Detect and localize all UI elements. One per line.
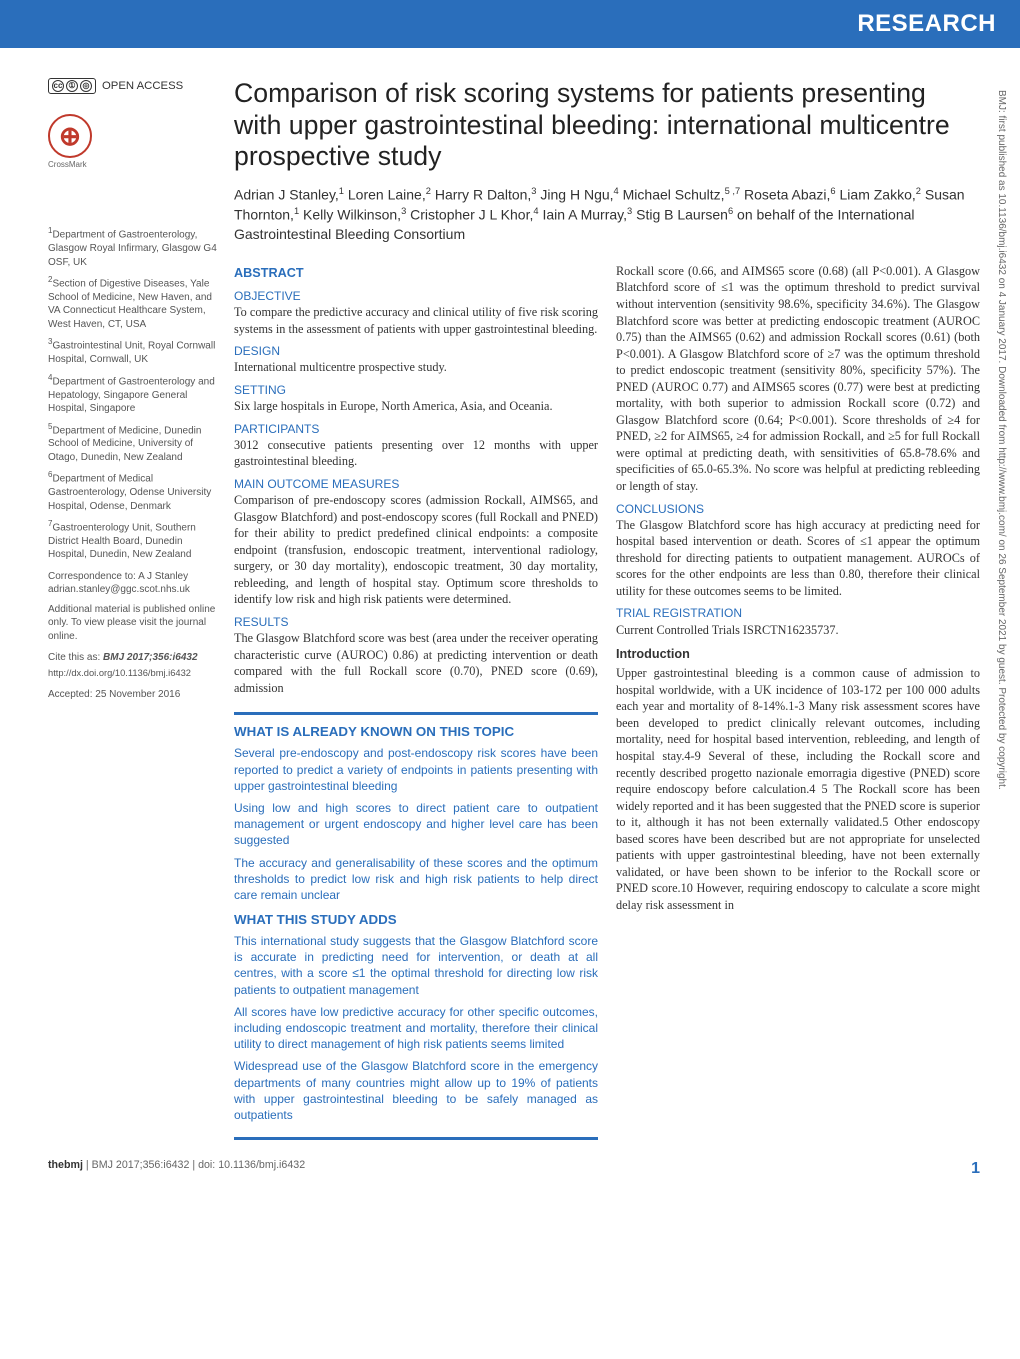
sidebar: cc①◎ OPEN ACCESS ⊕ CrossMark 1Department… [48, 78, 218, 1140]
participants-head: PARTICIPANTS [234, 421, 598, 437]
results-head: RESULTS [234, 614, 598, 630]
banner-text: RESEARCH [857, 10, 996, 37]
known-item-3: The accuracy and generalisability of the… [234, 855, 598, 904]
affiliation-1: 1Department of Gastroenterology, Glasgow… [48, 226, 218, 269]
affiliation-2: 2Section of Digestive Diseases, Yale Sch… [48, 275, 218, 331]
results-text: The Glasgow Blatchford score was best (a… [234, 630, 598, 696]
conclusions-text: The Glasgow Blatchford score has high ac… [616, 517, 980, 600]
cc-icon: cc①◎ [48, 78, 96, 94]
research-banner: RESEARCH [0, 0, 1020, 48]
outcomes-text: Comparison of pre-endoscopy scores (admi… [234, 492, 598, 608]
affiliation-3: 3Gastrointestinal Unit, Royal Cornwall H… [48, 337, 218, 366]
design-head: DESIGN [234, 343, 598, 359]
introduction-heading: Introduction [616, 646, 980, 663]
participants-text: 3012 consecutive patients presenting ove… [234, 437, 598, 470]
outcomes-head: MAIN OUTCOME MEASURES [234, 476, 598, 492]
two-column-body: ABSTRACT OBJECTIVE To compare the predic… [234, 263, 980, 1140]
conclusions-head: CONCLUSIONS [616, 501, 980, 517]
affiliation-5: 5Department of Medicine, Dunedin School … [48, 422, 218, 465]
article-title: Comparison of risk scoring systems for p… [234, 78, 980, 172]
results-continued: Rockall score (0.66, and AIMS65 score (0… [616, 263, 980, 495]
main-column: Comparison of risk scoring systems for p… [234, 78, 980, 1140]
setting-head: SETTING [234, 382, 598, 398]
objective-head: OBJECTIVE [234, 288, 598, 304]
open-access-label: OPEN ACCESS [102, 79, 183, 94]
known-title: WHAT IS ALREADY KNOWN ON THIS TOPIC [234, 723, 598, 741]
affiliation-6: 6Department of Medical Gastroenterology,… [48, 470, 218, 513]
adds-item-2: All scores have low predictive accuracy … [234, 1004, 598, 1053]
affiliation-4: 4Department of Gastroenterology and Hepa… [48, 373, 218, 416]
introduction-text: Upper gastrointestinal bleeding is a com… [616, 665, 980, 913]
crossmark-icon: ⊕ [48, 114, 92, 158]
known-box-wrap: WHAT IS ALREADY KNOWN ON THIS TOPIC Seve… [234, 712, 598, 1140]
trial-head: TRIAL REGISTRATION [616, 605, 980, 621]
accepted-date: Accepted: 25 November 2016 [48, 688, 218, 702]
adds-item-3: Widespread use of the Glasgow Blatchford… [234, 1058, 598, 1123]
additional-material: Additional material is published online … [48, 603, 218, 644]
page-number: 1 [971, 1158, 980, 1180]
setting-text: Six large hospitals in Europe, North Ame… [234, 398, 598, 415]
crossmark-badge[interactable]: ⊕ CrossMark [48, 114, 218, 171]
affiliation-7: 7Gastroenterology Unit, Southern Distric… [48, 519, 218, 562]
trial-text: Current Controlled Trials ISRCTN16235737… [616, 622, 980, 639]
doi-link[interactable]: http://dx.doi.org/10.1136/bmj.i6432 [48, 667, 218, 680]
adds-item-1: This international study suggests that t… [234, 933, 598, 998]
adds-title: WHAT THIS STUDY ADDS [234, 911, 598, 929]
page-footer: thebmj | BMJ 2017;356:i6432 | doi: 10.11… [0, 1152, 1020, 1198]
crossmark-label: CrossMark [48, 160, 218, 171]
open-access-badge: cc①◎ OPEN ACCESS [48, 78, 218, 94]
objective-text: To compare the predictive accuracy and c… [234, 304, 598, 337]
cite-as: Cite this as: BMJ 2017;356:i6432 [48, 651, 218, 665]
correspondence: Correspondence to: A J Stanley adrian.st… [48, 570, 218, 597]
known-item-2: Using low and high scores to direct pati… [234, 800, 598, 849]
author-list: Adrian J Stanley,1 Loren Laine,2 Harry R… [234, 185, 980, 245]
abstract-heading: ABSTRACT [234, 265, 598, 282]
design-text: International multicentre prospective st… [234, 359, 598, 376]
footer-citation: thebmj | BMJ 2017;356:i6432 | doi: 10.11… [48, 1158, 305, 1180]
vertical-copyright: BMJ: first published as 10.1136/bmj.i643… [995, 90, 1009, 1290]
content-area: cc①◎ OPEN ACCESS ⊕ CrossMark 1Department… [0, 48, 1020, 1152]
known-box: WHAT IS ALREADY KNOWN ON THIS TOPIC Seve… [234, 712, 598, 1140]
known-item-1: Several pre-endoscopy and post-endoscopy… [234, 745, 598, 794]
